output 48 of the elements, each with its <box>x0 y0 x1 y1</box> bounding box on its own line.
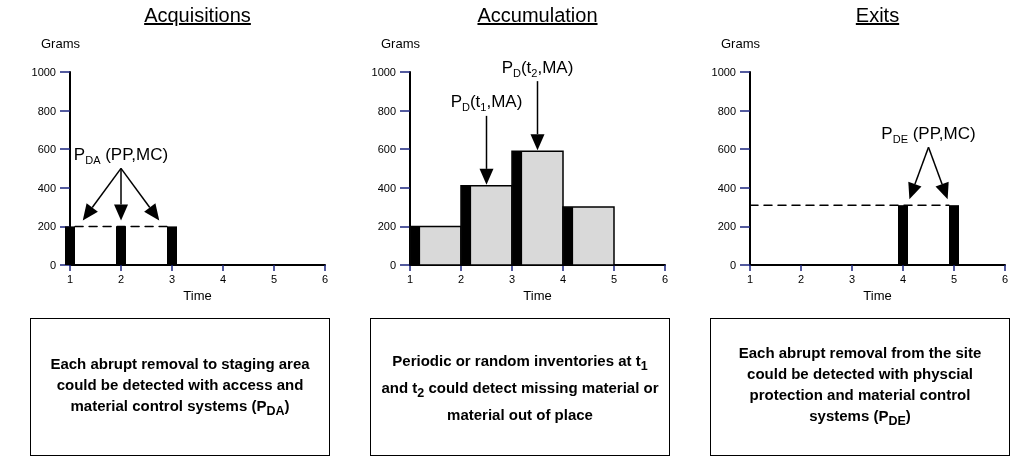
x-tick-label: 3 <box>508 272 516 285</box>
chart-title: Accumulation <box>476 4 599 27</box>
x-tick-label: 6 <box>661 272 669 285</box>
x-tick-label: 3 <box>168 272 176 285</box>
x-tick-label: 5 <box>610 272 618 285</box>
x-tick-label: 2 <box>457 272 465 285</box>
x-tick-label: 4 <box>899 272 907 285</box>
x-tick-label: 3 <box>848 272 856 285</box>
y-tick-label: 0 <box>49 259 56 271</box>
note-box: Each abrupt removal from the site could be detected with physcial protection and material control systems (P$_{DE}$) <box>710 318 1010 456</box>
note-box: Each abrupt removal to staging area could be detected with access and material control systems (P$_{DA}$) <box>30 318 330 456</box>
y-tick-label: 0 <box>729 259 736 271</box>
y-axis-title: Grams <box>41 36 81 51</box>
x-tick-label: 1 <box>406 272 414 285</box>
note-box: Periodic or random inventories at t$_{1}$ and t$_{2}$ could detect missing material or material out of place <box>370 318 670 456</box>
y-tick-label: 400 <box>377 181 396 194</box>
chart-title: Exits <box>854 4 901 27</box>
y-tick-label: 1000 <box>371 66 396 78</box>
y-tick-label: 200 <box>37 220 56 233</box>
x-axis-title: Time <box>523 288 552 303</box>
y-tick-label: 800 <box>377 104 396 117</box>
y-tick-label: 1000 <box>711 66 736 78</box>
x-tick-label: 5 <box>950 272 958 285</box>
y-tick-label: 800 <box>717 104 736 117</box>
x-tick-label: 5 <box>270 272 278 285</box>
y-tick-label: 200 <box>717 220 736 233</box>
chart-title: Acquisitions <box>143 4 252 27</box>
y-tick-label: 1000 <box>31 66 56 78</box>
x-tick-label: 4 <box>559 272 567 285</box>
y-axis-title: Grams <box>721 36 761 51</box>
y-tick-label: 200 <box>377 220 396 233</box>
x-axis-title: Time <box>863 288 892 303</box>
x-tick-label: 2 <box>117 272 125 285</box>
x-tick-label: 1 <box>66 272 74 285</box>
y-tick-label: 800 <box>37 104 56 117</box>
y-tick-label: 600 <box>37 143 56 156</box>
y-tick-label: 0 <box>389 259 396 271</box>
y-tick-label: 400 <box>37 181 56 194</box>
y-tick-label: 600 <box>377 143 396 156</box>
x-tick-label: 6 <box>321 272 329 285</box>
y-axis-title: Grams <box>381 36 421 51</box>
y-tick-label: 400 <box>717 181 736 194</box>
x-tick-label: 1 <box>746 272 754 285</box>
x-axis-title: Time <box>183 288 212 303</box>
x-tick-label: 4 <box>219 272 227 285</box>
y-tick-label: 600 <box>717 143 736 156</box>
x-tick-label: 6 <box>1001 272 1009 285</box>
x-tick-label: 2 <box>797 272 805 285</box>
